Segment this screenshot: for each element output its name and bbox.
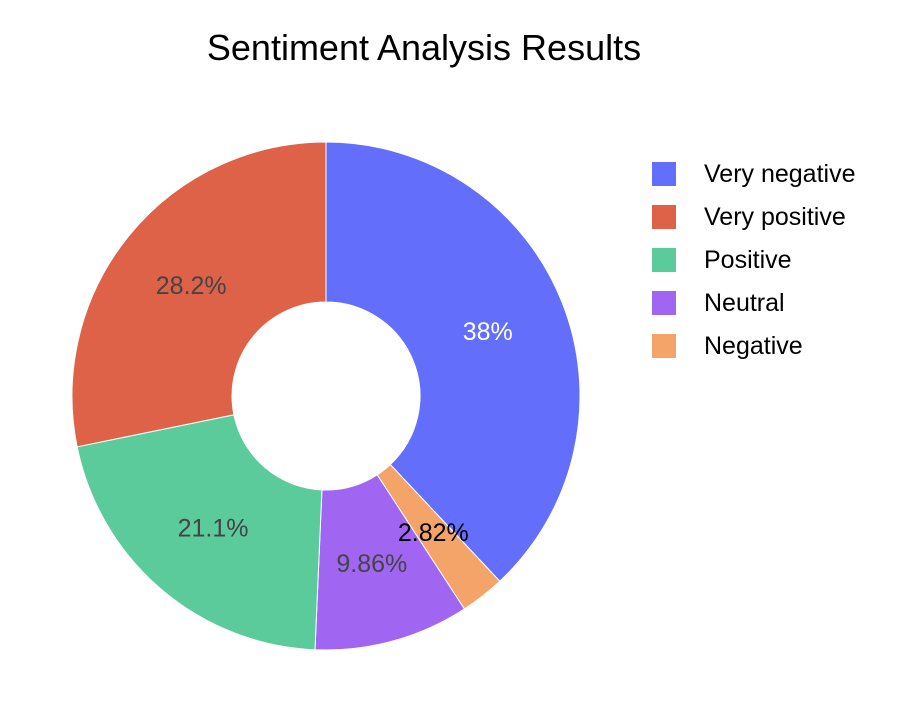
donut-slices xyxy=(71,141,581,651)
legend: Very negative Very positive Positive Neutra… xyxy=(652,160,856,360)
slice-label-very-negative: 38% xyxy=(463,318,513,346)
legend-swatch-positive[interactable] xyxy=(652,248,676,272)
legend-swatch-very-positive[interactable] xyxy=(652,205,676,229)
slice-label-very-positive: 28.2% xyxy=(156,272,227,300)
legend-label-negative[interactable]: Negative xyxy=(704,332,803,360)
slice-label-negative: 2.82% xyxy=(398,519,469,547)
legend-label-very-negative[interactable]: Very negative xyxy=(704,160,856,188)
legend-label-neutral[interactable]: Neutral xyxy=(704,289,785,317)
slice-label-positive: 21.1% xyxy=(178,514,249,542)
chart-title: Sentiment Analysis Results xyxy=(207,27,641,68)
slice-label-neutral: 9.86% xyxy=(336,550,407,578)
legend-label-positive[interactable]: Positive xyxy=(704,246,792,274)
slice-very-positive[interactable] xyxy=(71,141,327,448)
legend-swatch-negative[interactable] xyxy=(652,334,676,358)
legend-label-very-positive[interactable]: Very positive xyxy=(704,203,846,231)
slice-positive[interactable] xyxy=(76,414,323,651)
legend-swatch-neutral[interactable] xyxy=(652,291,676,315)
slice-labels: 38% 2.82% 9.86% 21.1% 28.2% xyxy=(156,272,513,578)
slice-very-negative[interactable] xyxy=(325,141,581,582)
legend-swatch-very-negative[interactable] xyxy=(652,162,676,186)
